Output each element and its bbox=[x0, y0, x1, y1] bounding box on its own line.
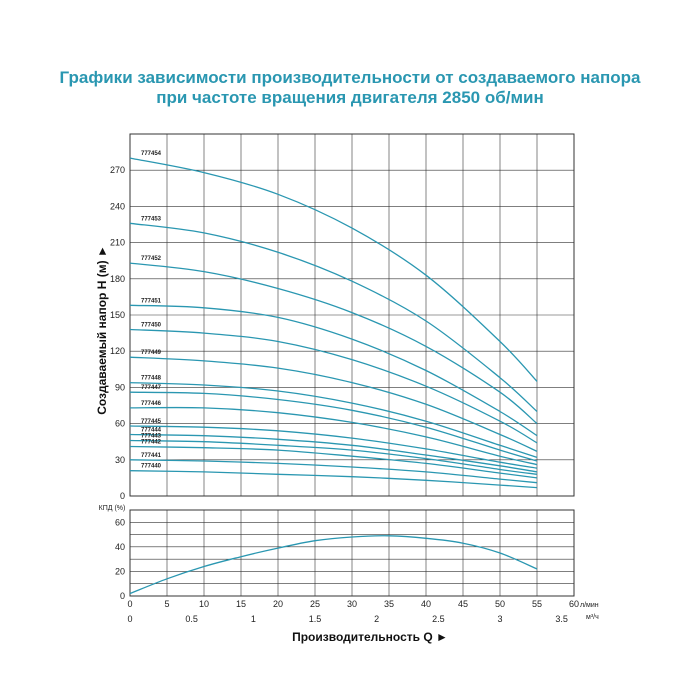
efficiency-axis-title: КПД (%) bbox=[99, 505, 126, 512]
model-label-777442: 777442 bbox=[141, 440, 162, 446]
model-label-777450: 777450 bbox=[141, 322, 162, 328]
x-tick-label-lmin: 5 bbox=[164, 599, 169, 609]
head-grid bbox=[129, 133, 575, 497]
labels-group: 777454 777453 777452 777451 777450 777449 7774… bbox=[110, 151, 579, 624]
head-curves bbox=[129, 157, 538, 489]
x-tick-label-m3h: 3 bbox=[497, 614, 502, 624]
x-unit-m3h: м³/ч bbox=[586, 614, 599, 621]
x-tick-label-m3h: 1.5 bbox=[309, 614, 322, 624]
curve-777452 bbox=[129, 262, 538, 425]
model-label-777454: 777454 bbox=[141, 151, 162, 157]
efficiency-curve-group bbox=[129, 535, 538, 595]
x-tick-label-lmin: 30 bbox=[347, 599, 357, 609]
chart-title-line1: Графики зависимости производительности о… bbox=[59, 68, 641, 87]
x-tick-label-m3h: 0 bbox=[127, 614, 132, 624]
x-tick-label-lmin: 45 bbox=[458, 599, 468, 609]
model-label-777444: 777444 bbox=[141, 427, 162, 433]
curve-777442 bbox=[129, 445, 538, 479]
model-label-777445: 777445 bbox=[141, 419, 162, 425]
curve-777445 bbox=[129, 425, 538, 469]
curve-777453 bbox=[129, 222, 538, 412]
efficiency-tick-label: 20 bbox=[115, 566, 125, 576]
efficiency-tick-label: 0 bbox=[120, 591, 125, 601]
x-tick-label-lmin: 10 bbox=[199, 599, 209, 609]
x-tick-label-m3h: 3.5 bbox=[555, 614, 568, 624]
y-tick-label: 90 bbox=[115, 382, 125, 392]
curve-777449 bbox=[129, 356, 538, 452]
x-tick-label-lmin: 35 bbox=[384, 599, 394, 609]
x-tick-label-lmin: 0 bbox=[127, 599, 132, 609]
curve-777447 bbox=[129, 391, 538, 462]
x-tick-label-lmin: 20 bbox=[273, 599, 283, 609]
model-label-777449: 777449 bbox=[141, 350, 162, 356]
y-tick-label: 60 bbox=[115, 419, 125, 429]
model-label-777451: 777451 bbox=[141, 298, 162, 304]
curve-777450 bbox=[129, 328, 538, 444]
curve-777440 bbox=[129, 470, 538, 489]
curve-777451 bbox=[129, 304, 538, 437]
y-axis-title: Создаваемый напор H (м) ► bbox=[95, 245, 109, 415]
y-tick-label: 210 bbox=[110, 238, 125, 248]
y-tick-label: 150 bbox=[110, 310, 125, 320]
x-tick-label-lmin: 55 bbox=[532, 599, 542, 609]
x-tick-label-lmin: 60 bbox=[569, 599, 579, 609]
model-label-777452: 777452 bbox=[141, 256, 162, 262]
curve-777454 bbox=[129, 157, 538, 382]
y-tick-label: 0 bbox=[120, 491, 125, 501]
y-tick-label: 30 bbox=[115, 455, 125, 465]
curve-777441 bbox=[129, 459, 538, 484]
y-tick-label: 120 bbox=[110, 346, 125, 356]
x-tick-label-lmin: 15 bbox=[236, 599, 246, 609]
efficiency-curve bbox=[129, 535, 538, 595]
model-label-777441: 777441 bbox=[141, 453, 162, 459]
x-tick-label-m3h: 2 bbox=[374, 614, 379, 624]
x-tick-label-m3h: 2.5 bbox=[432, 614, 445, 624]
x-axis-title: Производительность Q ► bbox=[292, 630, 448, 644]
y-tick-label: 240 bbox=[110, 201, 125, 211]
x-tick-label-m3h: 1 bbox=[251, 614, 256, 624]
x-tick-label-lmin: 40 bbox=[421, 599, 431, 609]
y-tick-label: 180 bbox=[110, 274, 125, 284]
x-tick-label-lmin: 25 bbox=[310, 599, 320, 609]
efficiency-tick-label: 40 bbox=[115, 542, 125, 552]
x-tick-label-lmin: 50 bbox=[495, 599, 505, 609]
efficiency-grid bbox=[129, 509, 575, 597]
curve-777443 bbox=[129, 439, 538, 475]
chart-title-line2: при частоте вращения двигателя 2850 об/м… bbox=[156, 88, 544, 107]
curve-777448 bbox=[129, 381, 538, 459]
model-label-777446: 777446 bbox=[141, 401, 162, 407]
curve-777444 bbox=[129, 433, 538, 473]
model-label-777447: 777447 bbox=[141, 385, 162, 391]
curve-777446 bbox=[129, 406, 538, 466]
x-tick-label-m3h: 0.5 bbox=[185, 614, 198, 624]
model-label-777448: 777448 bbox=[141, 376, 162, 382]
model-label-777453: 777453 bbox=[141, 216, 162, 222]
x-unit-lmin: л/мин bbox=[580, 602, 599, 609]
model-label-777443: 777443 bbox=[141, 433, 162, 439]
efficiency-tick-label: 60 bbox=[115, 517, 125, 527]
y-tick-label: 270 bbox=[110, 165, 125, 175]
model-label-777440: 777440 bbox=[141, 464, 162, 470]
